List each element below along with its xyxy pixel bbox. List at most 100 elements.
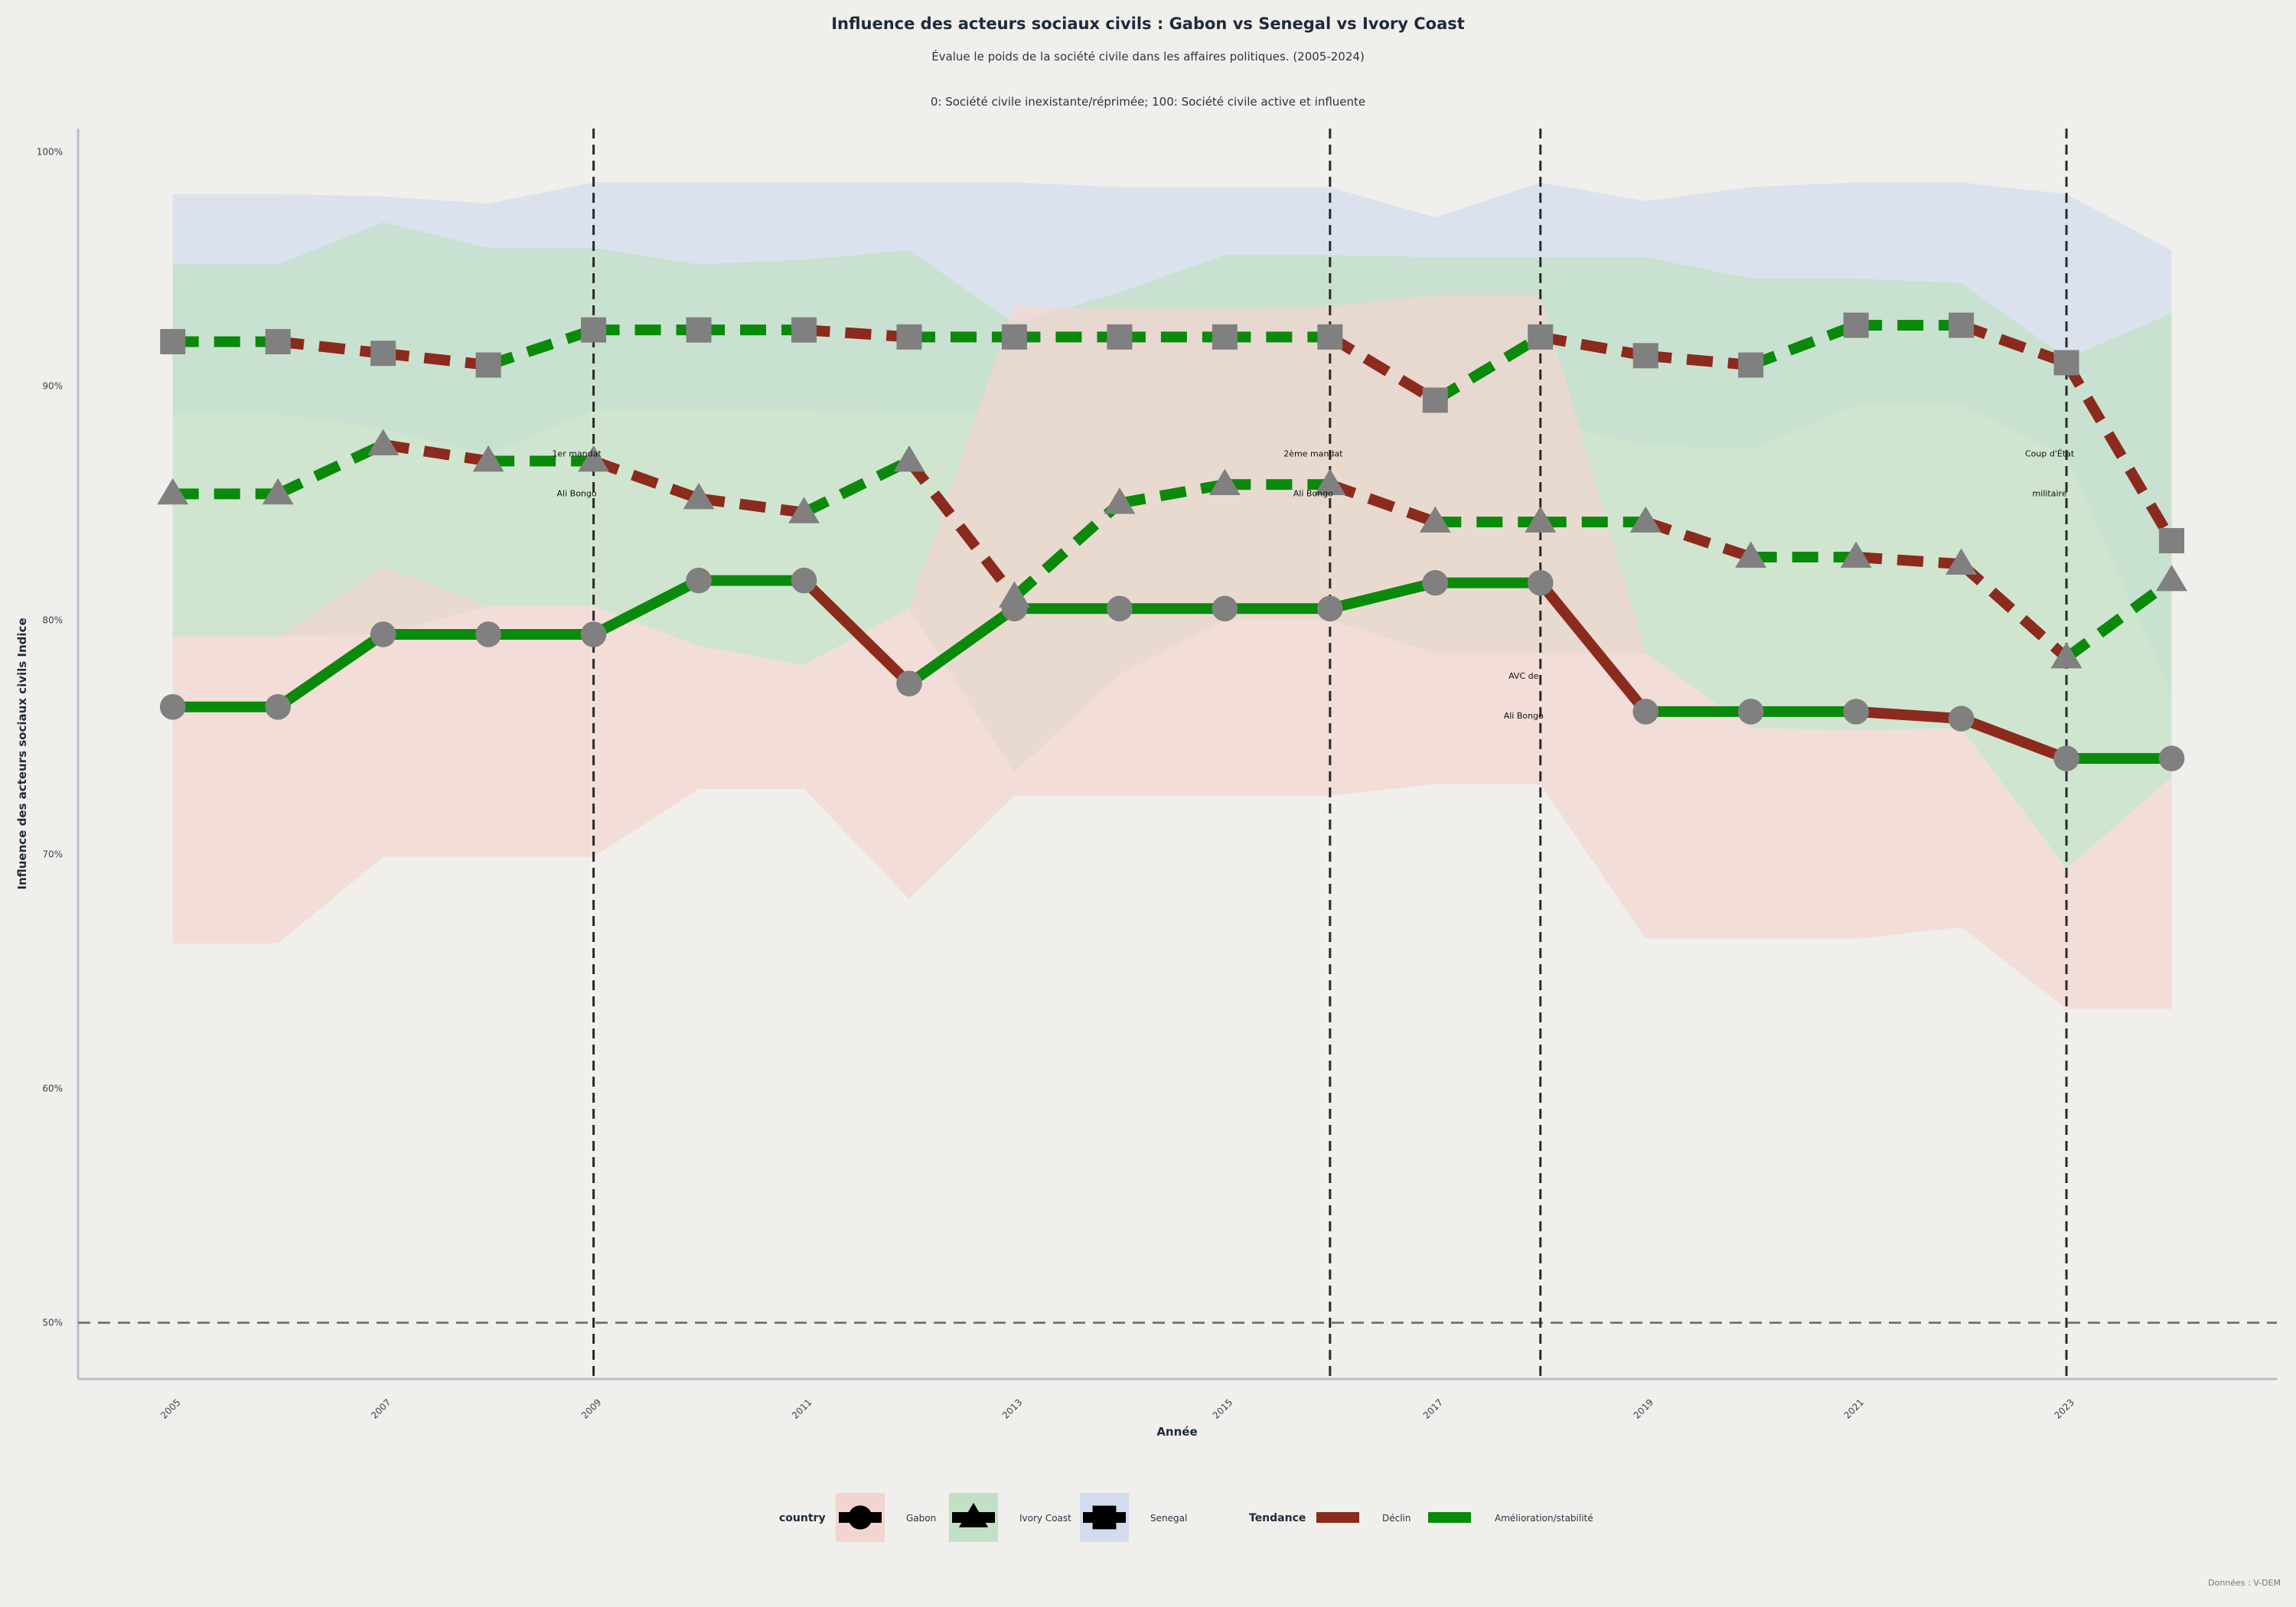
point-gabon [1632,699,1659,725]
legend-label: Gabon [906,1513,936,1524]
point-ivory-coast [1419,506,1451,533]
chart-title: Influence des acteurs sociaux civils : G… [831,15,1465,33]
point-senegal [1107,324,1133,350]
line-segment-gabon [1329,577,1437,614]
legend-marker-key [958,1502,989,1527]
x-tick-label: 2011 [790,1397,814,1420]
point-senegal [1843,312,1869,338]
point-ivory-coast [893,445,925,472]
point-gabon [896,670,922,697]
line-segment-gabon [275,630,386,712]
line-segment-gabon [1855,706,1962,725]
point-gabon [370,621,396,647]
point-gabon [580,621,607,647]
line-segment-ivory-coast [905,458,1019,601]
point-senegal [1632,343,1658,369]
point-senegal [581,317,607,343]
point-senegal [2159,528,2185,554]
point-ivory-coast [367,429,400,455]
x-tick-label: 2019 [1632,1397,1655,1420]
line-segment-senegal [1749,320,1858,370]
point-senegal [2053,350,2079,376]
legend-title-trend: Tendance [1249,1512,1306,1524]
x-tick-label: 2009 [579,1397,603,1420]
line-segment-gabon [1959,713,2069,764]
x-tick-label: 2015 [1211,1397,1234,1420]
legend-marker-key [1092,1505,1117,1530]
point-senegal [791,317,817,343]
line-segment-senegal [2062,360,2177,544]
point-senegal [1949,312,1975,338]
annotation-label: Ali Bongo [557,488,597,498]
point-ivory-coast [1104,487,1136,514]
legend-label: Ivory Coast [1019,1513,1071,1524]
line-segment-senegal [804,324,910,343]
point-gabon [1317,595,1343,622]
point-senegal [1738,352,1764,378]
x-tick-label: 2007 [369,1397,393,1420]
source-note: Données : V-DEM [2208,1578,2281,1588]
point-gabon [1527,569,1554,596]
point-senegal [475,352,501,378]
point-ivory-coast [1208,468,1241,495]
line-segment-senegal [277,336,384,359]
point-senegal [1528,324,1554,350]
point-ivory-coast [262,478,294,505]
y-tick-label: 90% [42,381,63,392]
point-ivory-coast [998,581,1030,608]
y-tick-label: 60% [42,1084,63,1094]
point-ivory-coast [1840,541,1872,568]
annotation-label: 1er mandat [552,448,602,458]
point-ivory-coast [578,445,610,472]
line-segment-ivory-coast [1643,517,1753,562]
x-tick-label: 2023 [2052,1397,2076,1420]
point-ivory-coast [1525,506,1557,533]
point-gabon [265,694,291,720]
band-gabon [172,295,2172,1009]
point-gabon [1212,595,1238,622]
point-senegal [1212,324,1238,350]
point-senegal [370,341,396,367]
point-ivory-coast [1735,541,1767,568]
point-ivory-coast [2156,565,2187,592]
point-senegal [1422,387,1448,413]
line-segment-senegal [1327,332,1438,405]
y-tick-label: 50% [42,1318,63,1328]
line-segment-senegal [1539,331,1647,361]
point-gabon [1737,699,1764,725]
line-segment-gabon [591,575,702,640]
line-segment-ivory-coast [1855,551,1962,570]
line-segment-gabon [905,604,1018,688]
point-gabon [2158,745,2185,771]
legend: country Gabon Ivory Coast Senegal Tendance Dé… [779,1493,1593,1542]
x-tick-label: 2005 [158,1397,182,1420]
annotation-label: 2ème mandat [1283,448,1343,458]
point-gabon [1948,706,1975,732]
line-segment-ivory-coast [801,456,912,518]
line-segment-ivory-coast [1010,499,1124,601]
point-senegal [686,317,712,343]
point-ivory-coast [683,483,715,510]
chart-subtitle-scale: 0: Société civile inexistante/réprimée; … [931,95,1365,109]
x-tick-label: 2017 [1421,1397,1445,1420]
y-tick-label: 80% [42,615,63,626]
annotation-label: AVC de [1508,671,1539,681]
line-segment-senegal [382,347,489,371]
point-gabon [475,621,501,647]
x-tick-label: 2013 [1000,1397,1024,1420]
point-gabon [791,567,817,594]
point-ivory-coast [1945,548,1978,575]
point-senegal [1001,324,1027,350]
point-senegal [265,328,291,354]
point-gabon [159,694,186,720]
point-ivory-coast [788,497,820,523]
point-gabon [1843,699,1869,725]
point-ivory-coast [472,445,504,472]
y-axis-label: Influence des acteurs sociaux civils Ind… [15,618,29,889]
line-segment-ivory-coast [1118,479,1226,509]
annotation-label: militaire [2033,488,2067,498]
x-tick-label: 2021 [1842,1397,1866,1420]
point-senegal [896,324,922,350]
series-markers [157,312,2187,771]
